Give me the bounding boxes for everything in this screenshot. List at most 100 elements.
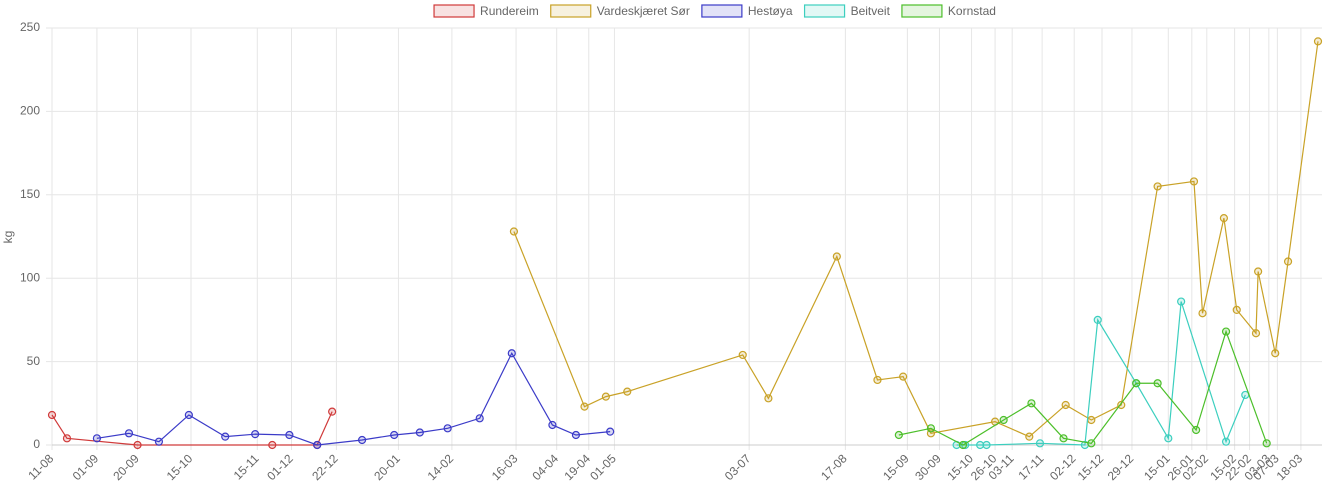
- legend-swatch: [901, 4, 943, 18]
- y-tick-label: 200: [20, 104, 40, 118]
- data-point: [601, 392, 610, 401]
- x-tick-label: 17-11: [1016, 451, 1047, 482]
- x-tick-label: 15-11: [231, 451, 262, 482]
- x-tick-label: 01-09: [70, 451, 102, 483]
- data-point: [1093, 315, 1102, 324]
- data-point: [1254, 267, 1263, 276]
- y-axis-label: kg: [1, 231, 15, 244]
- data-point: [958, 440, 968, 450]
- data-point: [390, 430, 399, 440]
- x-tick-label: 15-10: [944, 451, 976, 483]
- data-point: [1283, 257, 1293, 266]
- data-point: [313, 440, 322, 450]
- data-point: [1153, 182, 1162, 191]
- data-point: [1189, 177, 1199, 186]
- data-point: [982, 440, 991, 450]
- series-line: [898, 329, 1268, 446]
- x-tick-label: 17-08: [818, 451, 850, 483]
- y-tick-label: 100: [20, 270, 40, 284]
- data-point: [507, 349, 516, 358]
- legend-item: Kornstad: [901, 4, 996, 18]
- data-point: [221, 432, 230, 441]
- y-tick-label: 250: [20, 20, 40, 34]
- data-point: [1153, 379, 1162, 388]
- data-point: [899, 372, 908, 381]
- x-tick-label: 16-03: [489, 451, 521, 483]
- data-point: [764, 394, 773, 403]
- x-tick-label: 14-02: [425, 451, 457, 483]
- legend-label: Vardeskjæret Sør: [597, 4, 690, 18]
- data-point: [1262, 439, 1271, 448]
- series-line: [956, 301, 1246, 446]
- x-tick-label: 04-04: [529, 451, 561, 483]
- legend-label: Hestøya: [748, 4, 793, 18]
- data-point: [184, 410, 193, 420]
- data-point: [1251, 329, 1261, 338]
- legend: Rundereim Vardeskjæret Sør Hestøya Beitveit…: [433, 4, 996, 18]
- data-point: [92, 434, 102, 443]
- data-point: [1087, 439, 1096, 448]
- legend-swatch: [701, 4, 743, 18]
- data-point: [1221, 327, 1231, 336]
- data-point: [999, 415, 1008, 425]
- data-point: [1025, 432, 1034, 441]
- data-point: [873, 375, 882, 385]
- x-tick-label: 20-09: [110, 451, 142, 483]
- x-tick-label: 18-03: [1274, 451, 1306, 483]
- legend-swatch: [803, 4, 846, 18]
- data-point: [475, 414, 484, 423]
- data-point: [1192, 425, 1201, 435]
- legend-label: Kornstad: [948, 4, 996, 18]
- x-tick-label: 22-12: [309, 451, 341, 483]
- data-point: [548, 420, 557, 430]
- x-tick-label: 07-03: [1250, 451, 1282, 483]
- data-point: [1198, 309, 1207, 318]
- series-line: [96, 351, 611, 446]
- series-line: [513, 41, 1319, 438]
- data-point: [1132, 379, 1141, 388]
- legend-swatch: [550, 4, 592, 18]
- legend-item: Hestøya: [701, 4, 793, 18]
- y-tick-label: 150: [20, 187, 40, 201]
- data-point: [124, 429, 134, 438]
- x-tick-label: 15-01: [1141, 451, 1173, 483]
- data-point: [1232, 305, 1241, 314]
- y-tick-label: 0: [33, 437, 40, 451]
- legend-item: Rundereim: [433, 4, 539, 18]
- data-point: [328, 407, 337, 416]
- x-tick-label: 30-09: [912, 451, 944, 483]
- x-tick-label: 20-01: [371, 451, 403, 483]
- data-point: [1061, 400, 1070, 410]
- data-point: [443, 424, 452, 433]
- data-point: [894, 430, 903, 440]
- x-tick-label: 15-12: [1075, 451, 1107, 483]
- data-point: [1177, 297, 1186, 306]
- x-tick-label: 01-05: [587, 451, 619, 483]
- data-point: [1219, 214, 1229, 223]
- data-point: [1059, 434, 1068, 443]
- legend-swatch: [433, 4, 475, 18]
- data-point: [580, 402, 589, 411]
- legend-label: Beitveit: [851, 4, 891, 18]
- data-point: [606, 427, 615, 436]
- x-tick-label: 02-12: [1047, 451, 1079, 483]
- data-point: [251, 430, 260, 439]
- x-tick-label: 01-12: [264, 451, 296, 483]
- data-point: [926, 424, 936, 433]
- data-point: [1164, 434, 1173, 443]
- x-tick-label: 19-04: [562, 451, 594, 483]
- x-tick-label: 29-12: [1105, 451, 1137, 483]
- data-point: [1087, 415, 1096, 425]
- x-tick-label: 03-07: [722, 451, 754, 483]
- x-tick-label: 15-10: [164, 451, 196, 483]
- series-line: [51, 411, 333, 446]
- x-tick-label: 11-08: [25, 451, 56, 482]
- data-point: [1221, 437, 1231, 446]
- data-point: [268, 440, 277, 450]
- data-point: [832, 252, 841, 261]
- data-point: [62, 434, 72, 443]
- data-point: [133, 440, 142, 450]
- legend-label: Rundereim: [480, 4, 539, 18]
- data-point: [285, 430, 294, 440]
